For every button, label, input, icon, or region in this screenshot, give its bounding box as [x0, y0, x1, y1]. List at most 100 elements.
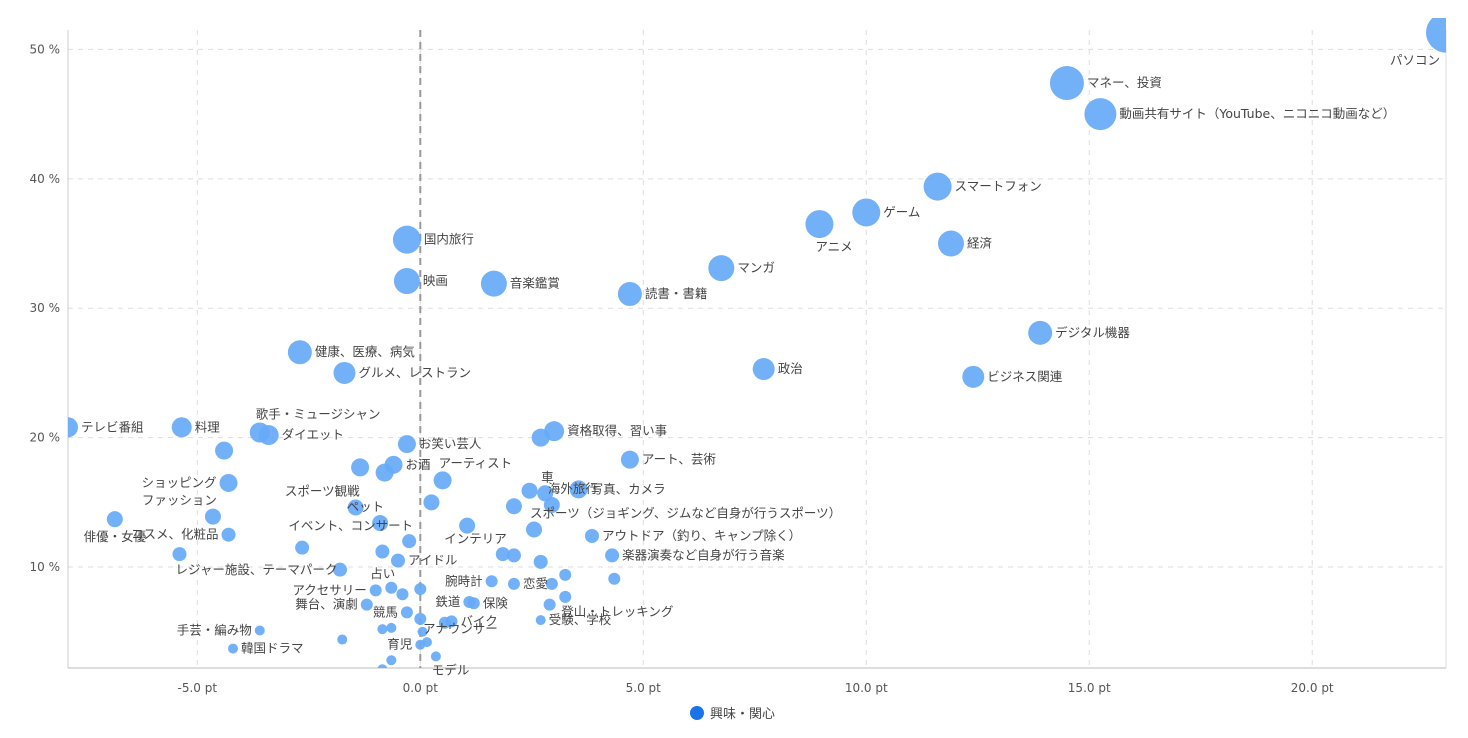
data-label: 韓国ドラマ [241, 641, 304, 656]
data-point[interactable] [937, 230, 964, 257]
data-point[interactable] [1084, 98, 1117, 131]
data-point[interactable] [545, 577, 558, 590]
data-point[interactable] [172, 547, 187, 562]
data-label: 経済 [967, 236, 993, 251]
data-point[interactable] [1028, 320, 1053, 345]
data-point[interactable] [204, 508, 221, 525]
data-point[interactable] [375, 544, 390, 559]
data-point[interactable] [333, 361, 356, 384]
data-point[interactable] [219, 473, 238, 492]
data-point[interactable] [386, 655, 397, 666]
data-point[interactable] [805, 210, 834, 239]
data-point[interactable] [386, 622, 397, 633]
data-point[interactable] [535, 615, 546, 626]
data-label: 音楽鑑賞 [510, 276, 560, 291]
data-point[interactable] [333, 562, 348, 577]
data-point[interactable] [617, 282, 642, 306]
data-point[interactable] [559, 590, 572, 603]
data-point[interactable] [505, 498, 522, 515]
data-label: 登山・トレッキング [561, 604, 673, 619]
data-point[interactable] [372, 515, 389, 532]
data-point[interactable] [400, 606, 413, 619]
data-point[interactable] [923, 172, 952, 201]
data-point[interactable] [438, 616, 451, 629]
data-point[interactable] [1426, 13, 1466, 53]
data-label: 写真、カメラ [591, 481, 666, 496]
data-point[interactable] [337, 634, 348, 645]
data-point[interactable] [360, 598, 373, 611]
data-label: パソコン [1390, 53, 1440, 68]
data-point[interactable] [485, 575, 498, 588]
data-point[interactable] [526, 521, 543, 538]
data-point[interactable] [392, 225, 421, 254]
data-point[interactable] [377, 664, 388, 674]
data-point[interactable] [402, 534, 417, 549]
data-label: アーティスト [439, 455, 513, 470]
data-point[interactable] [215, 441, 234, 460]
data-point[interactable] [480, 270, 507, 297]
data-point[interactable] [171, 417, 192, 438]
data-point[interactable] [531, 428, 550, 447]
data-point[interactable] [507, 577, 520, 590]
data-point[interactable] [58, 417, 78, 438]
data-point[interactable] [347, 499, 364, 516]
data-point[interactable] [459, 517, 476, 534]
data-point[interactable] [369, 584, 382, 597]
data-point[interactable] [506, 548, 521, 563]
data-point[interactable] [584, 529, 599, 543]
data-label: アイドル [408, 553, 457, 568]
data-point[interactable] [295, 540, 310, 555]
data-point[interactable] [385, 581, 398, 594]
data-point[interactable] [106, 511, 123, 528]
data-point[interactable] [467, 597, 480, 610]
data-label: 腕時計 [445, 573, 483, 588]
data-point[interactable] [608, 572, 621, 585]
data-point[interactable] [415, 639, 426, 650]
data-point[interactable] [620, 450, 639, 469]
data-point[interactable] [414, 583, 427, 596]
data-point[interactable] [375, 463, 394, 482]
data-label: 読書・書籍 [645, 286, 708, 301]
data-point[interactable] [377, 624, 388, 635]
y-tick-label: 10 % [30, 560, 61, 574]
data-point[interactable] [708, 255, 735, 282]
data-point[interactable] [752, 358, 775, 381]
data-point[interactable] [254, 625, 265, 636]
data-point[interactable] [396, 588, 409, 601]
data-point[interactable] [962, 365, 985, 388]
legend[interactable]: 興味・関心 [690, 706, 775, 722]
data-point[interactable] [393, 268, 420, 295]
data-point[interactable] [351, 458, 370, 477]
data-label: 動画共有サイト（YouTube、ニコニコ動画など） [1119, 106, 1395, 121]
data-point[interactable] [533, 554, 548, 569]
data-label: 手芸・編み物 [177, 622, 252, 637]
data-point[interactable] [495, 547, 510, 562]
data-point[interactable] [521, 482, 538, 499]
data-point[interactable] [605, 548, 620, 563]
data-point[interactable] [852, 198, 881, 227]
data-point[interactable] [569, 480, 588, 499]
legend-marker [690, 706, 704, 720]
data-point[interactable] [543, 496, 560, 513]
data-point[interactable] [537, 485, 554, 502]
data-point[interactable] [559, 568, 572, 581]
data-label: モデル [432, 662, 470, 677]
data-point[interactable] [414, 612, 427, 625]
data-label: 映画 [423, 273, 448, 288]
data-point[interactable] [1049, 66, 1084, 101]
data-point[interactable] [258, 425, 279, 446]
data-point[interactable] [423, 494, 440, 511]
data-point[interactable] [228, 643, 239, 654]
data-point[interactable] [287, 340, 312, 365]
axis-layer: -5.0 pt 0.0 pt 5.0 pt 10.0 pt 15.0 pt 20.0 pt… [30, 30, 1447, 695]
data-point[interactable] [543, 598, 556, 611]
data-point[interactable] [433, 471, 452, 490]
y-tick-label: 30 % [30, 301, 61, 315]
data-point[interactable] [221, 527, 236, 542]
data-point[interactable] [397, 435, 416, 454]
data-label: 国内旅行 [424, 232, 474, 247]
data-point[interactable] [430, 651, 441, 662]
data-point[interactable] [417, 626, 428, 637]
data-point[interactable] [391, 553, 406, 568]
data-label: コスメ、化粧品 [131, 527, 219, 542]
